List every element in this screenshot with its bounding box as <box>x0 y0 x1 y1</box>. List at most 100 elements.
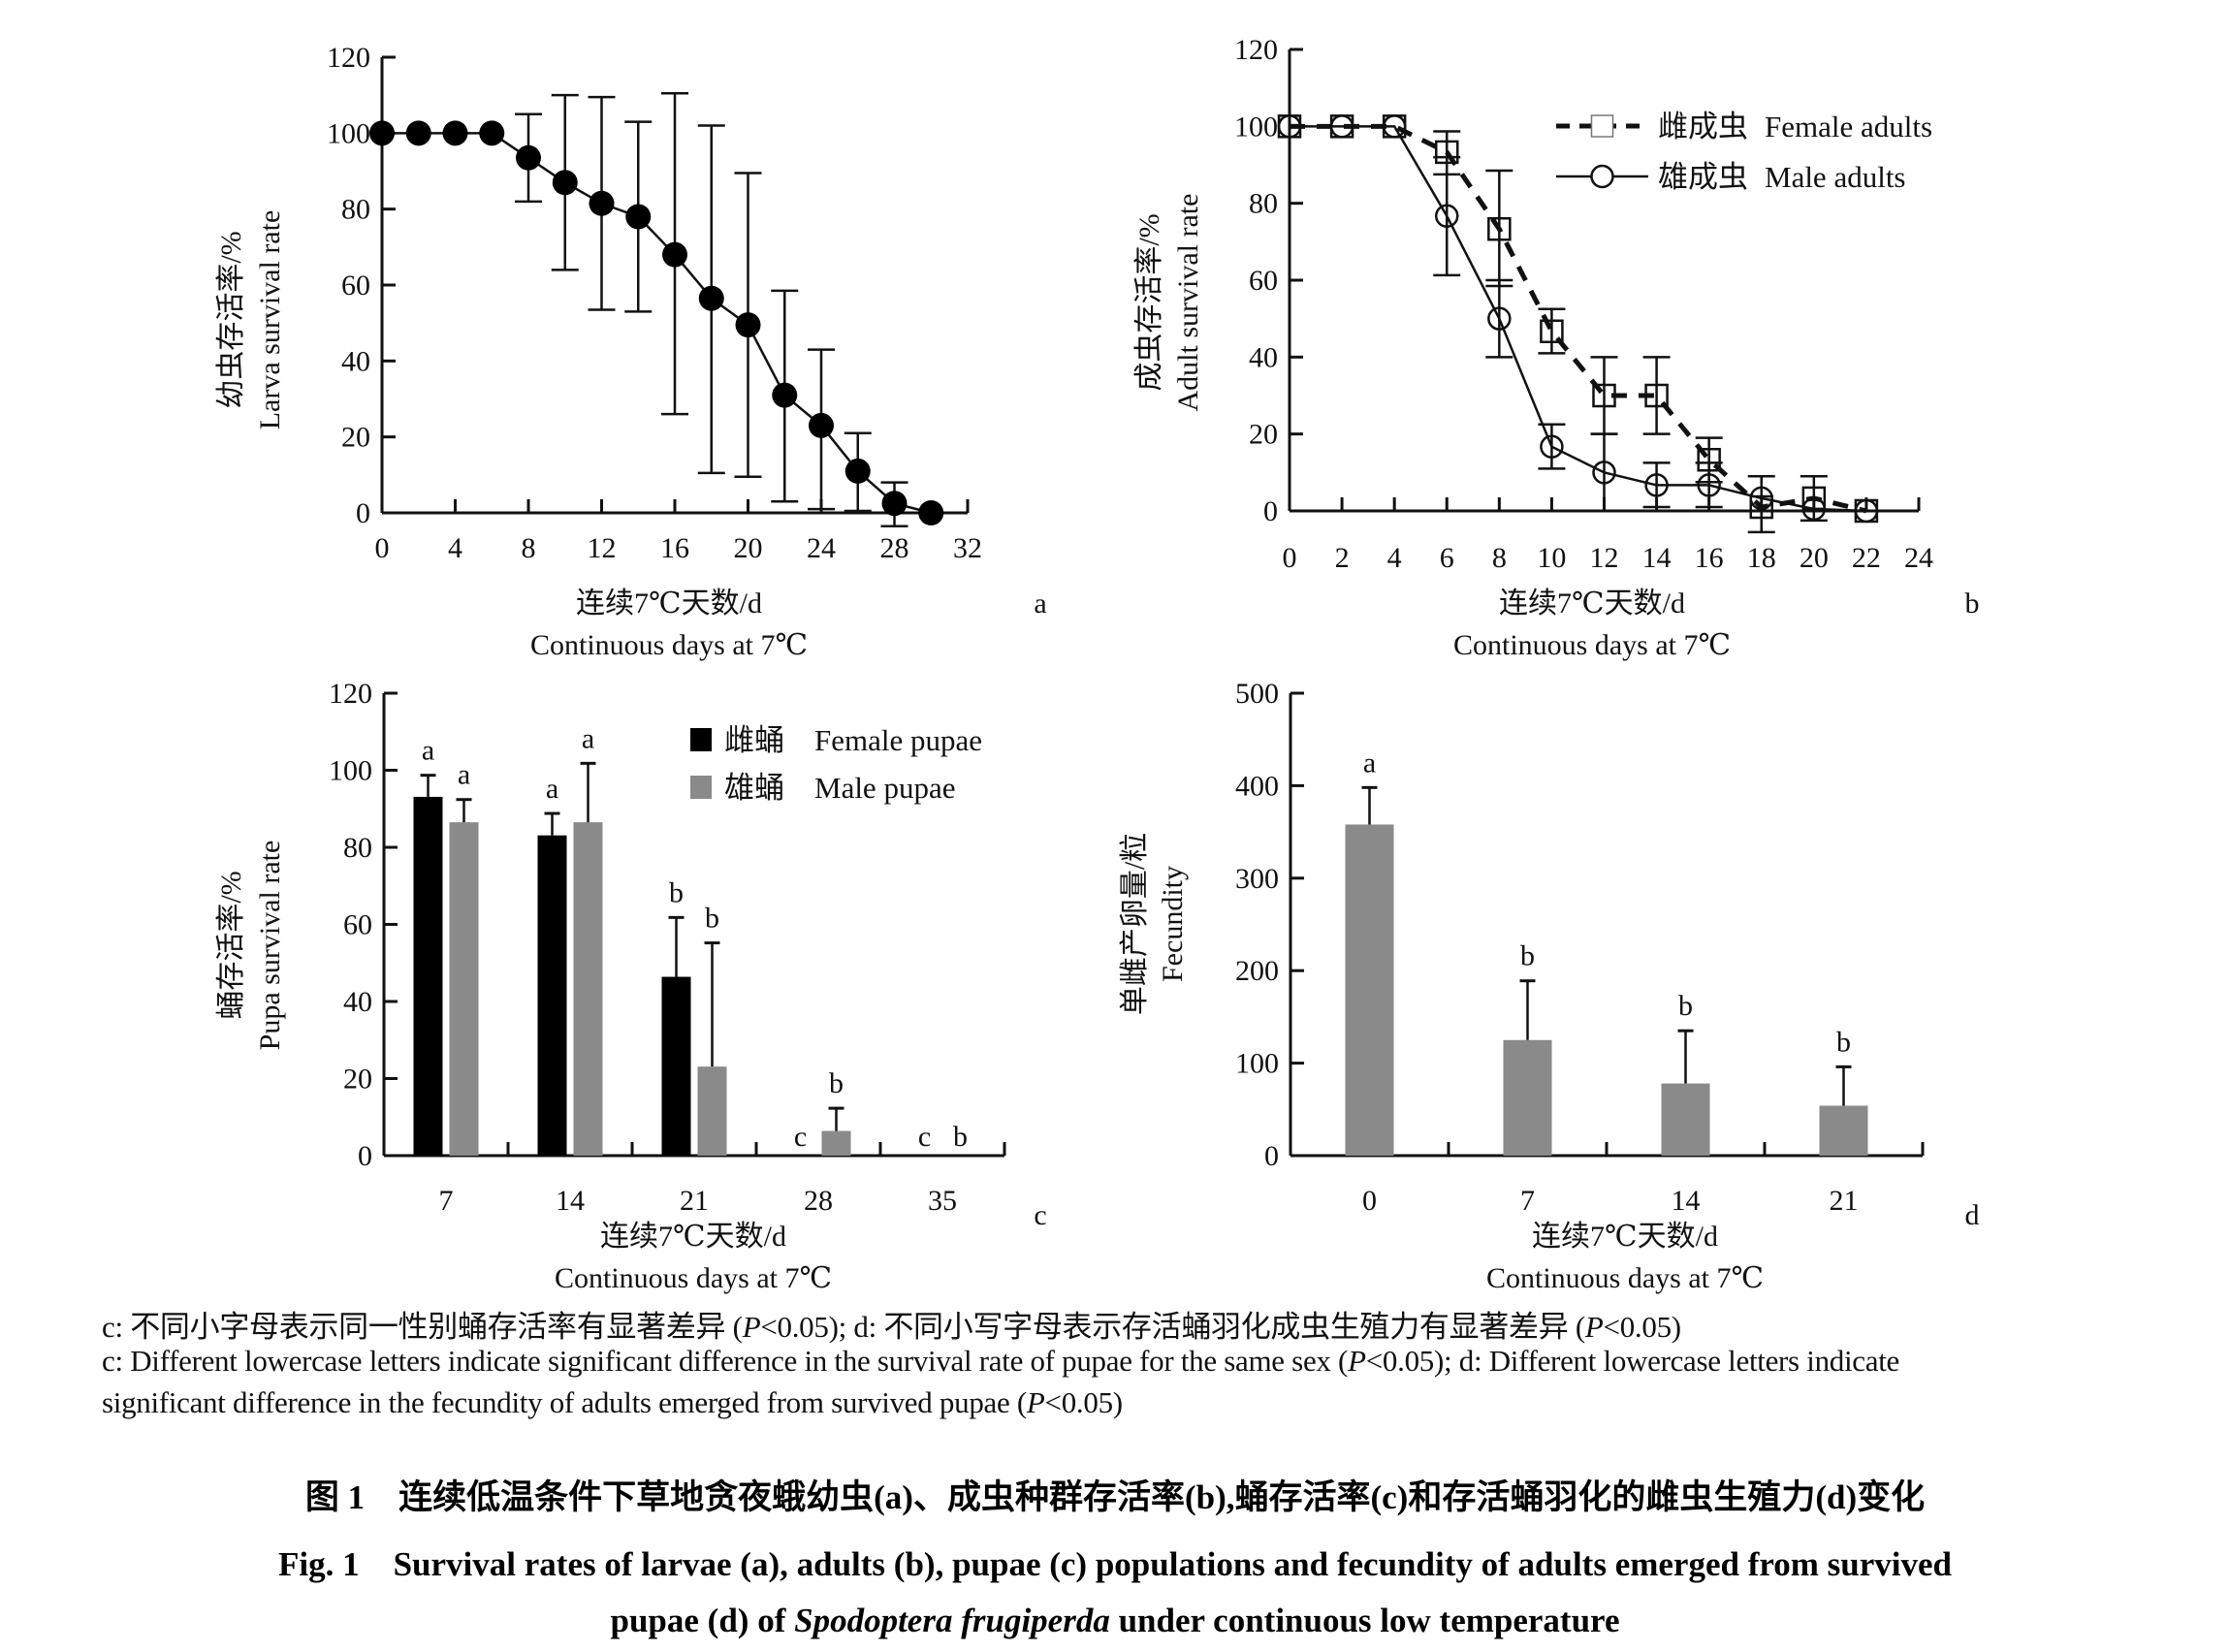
data-point <box>1540 434 1564 460</box>
y-tick-label: 120 <box>329 678 372 710</box>
footnote-p-symbol: P <box>1026 1385 1045 1419</box>
y-tick-label: 100 <box>327 117 370 149</box>
y-axis-title-en: Larva survival rate <box>254 210 286 430</box>
legend-label-en: Male adults <box>1765 160 1906 194</box>
significance-letter: b <box>705 903 719 935</box>
footnote-p-symbol: P <box>1584 1310 1604 1344</box>
data-point <box>1697 473 1721 497</box>
x-tick-label: 8 <box>522 532 536 564</box>
footnote-text: <0.05); d: Different lowercase letters i… <box>1365 1344 1900 1378</box>
legend-label-en: Female pupae <box>814 723 982 757</box>
x-tick-label: 16 <box>660 532 689 564</box>
x-tick-label: 0 <box>375 532 390 564</box>
data-point <box>918 500 944 525</box>
x-tick-label: 21 <box>680 1185 709 1217</box>
legend-item: 雌蛹 Female pupae <box>690 723 982 757</box>
data-point <box>1540 319 1564 344</box>
footnote-p-symbol: P <box>742 1310 761 1344</box>
x-axis-title-en: Continuous days at 7℃ <box>555 1262 832 1294</box>
x-tick-label: 24 <box>807 532 836 564</box>
series-male-adults <box>1277 114 1879 524</box>
x-tick-label: 24 <box>1904 542 1933 574</box>
footnote-line-en-2: significant difference in the fecundity … <box>102 1385 1123 1420</box>
legend-swatch-icon <box>690 728 712 751</box>
y-axis-title-en: Fecundity <box>1157 866 1189 982</box>
x-tick-label: 8 <box>1492 542 1507 574</box>
y-axis-title-en: Adult survival rate <box>1172 194 1204 412</box>
bar-male-pupae <box>697 1066 727 1156</box>
panel-label: c <box>1034 1199 1046 1231</box>
chart-c-pupa-survival: 0 20 40 60 80 100 120 蛹存活率/% Pupa survival rate 连… <box>215 678 1047 1294</box>
x-tick-label: 14 <box>556 1185 585 1217</box>
series-line <box>1290 125 1866 513</box>
y-tick-label: 0 <box>356 497 370 529</box>
data-point <box>442 120 468 146</box>
x-tick-label: 7 <box>1520 1185 1535 1217</box>
x-tick-label: 0 <box>1362 1185 1377 1217</box>
footnote-text: <0.05) <box>1603 1310 1682 1344</box>
data-point <box>1749 486 1773 511</box>
bar-fecundity <box>1345 824 1394 1156</box>
bar-female-pupae <box>661 976 691 1156</box>
y-axis-title-cn: 幼虫存活率/% <box>215 231 247 408</box>
series-line <box>382 132 932 515</box>
significance-letter: c <box>918 1121 931 1153</box>
significance-letter: b <box>953 1121 968 1153</box>
data-point <box>479 120 505 146</box>
legend-item: 雄蛹 Male pupae <box>690 771 955 805</box>
x-tick-label: 32 <box>953 532 982 564</box>
data-point <box>1277 114 1302 139</box>
y-axis-title-cn: 单雌产卵量/粒 <box>1119 833 1151 1015</box>
data-point <box>809 412 834 438</box>
significance-letter: a <box>422 735 434 767</box>
y-tick-label: 500 <box>1235 678 1279 710</box>
caption-species-name: Spodoptera frugiperda <box>794 1602 1110 1639</box>
x-tick-label: 14 <box>1672 1185 1701 1217</box>
bar-fecundity <box>1819 1105 1868 1156</box>
x-tick-label: 4 <box>448 532 462 564</box>
y-tick-label: 40 <box>1249 341 1278 373</box>
data-point <box>1644 473 1669 497</box>
caption-text: pupae (d) of <box>610 1602 795 1639</box>
x-tick-label: 7 <box>439 1185 454 1217</box>
data-point <box>405 120 431 146</box>
x-tick-label: 16 <box>1695 542 1724 574</box>
data-point <box>516 144 541 171</box>
bar-female-pupae <box>537 835 567 1156</box>
bar-male-pupae <box>821 1130 851 1156</box>
y-tick-label: 100 <box>329 755 372 787</box>
bar-fecundity <box>1503 1039 1552 1156</box>
data-point <box>369 120 395 146</box>
y-tick-label: 40 <box>343 986 372 1018</box>
y-tick-label: 60 <box>343 909 372 941</box>
significance-letter: a <box>546 773 558 805</box>
data-point <box>1329 114 1354 139</box>
x-tick-label: 14 <box>1642 542 1672 574</box>
x-tick-label: 10 <box>1537 542 1566 574</box>
x-tick-label: 18 <box>1747 542 1776 574</box>
y-tick-label: 20 <box>343 1064 372 1096</box>
footnote-text: significant difference in the fecundity … <box>102 1385 1027 1419</box>
y-tick-label: 80 <box>341 194 370 226</box>
data-point <box>735 312 761 338</box>
chart-d-fecundity: 0 100 200 300 400 500 单雌产卵量/粒 Fecundity 连续7℃天数/d… <box>1119 678 1980 1294</box>
series-larva <box>369 91 944 527</box>
y-tick-label: 80 <box>1249 188 1278 220</box>
legend-circle-marker-icon <box>1590 164 1614 189</box>
data-point <box>1801 496 1827 522</box>
data-point <box>1487 216 1512 241</box>
x-tick-label: 20 <box>1800 542 1829 574</box>
data-point <box>1644 383 1669 408</box>
x-tick-label: 12 <box>1590 542 1619 574</box>
footnote-text: <0.05) <box>1044 1385 1124 1419</box>
panel-label: b <box>1965 588 1980 620</box>
legend-label-en: Male pupae <box>814 771 955 805</box>
x-tick-label: 0 <box>1283 542 1297 574</box>
footnote-text: c: Different lowercase letters indicate … <box>102 1344 1349 1378</box>
data-point <box>1854 498 1879 524</box>
x-axis-title-cn: 连续7℃天数/d <box>1532 1221 1718 1253</box>
data-point <box>772 382 798 408</box>
data-point <box>844 458 871 484</box>
